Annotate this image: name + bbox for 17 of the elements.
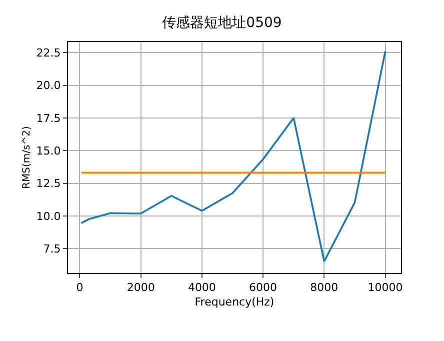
x-tick-label: 0 [76, 281, 84, 294]
line-series [80, 50, 386, 262]
y-tick-label: 7.5 [43, 242, 61, 256]
x-tick-label: 6000 [249, 281, 278, 294]
y-tick-label: 15.0 [36, 144, 61, 158]
y-tick-label: 22.5 [36, 46, 61, 60]
y-tick-label: 10.0 [36, 210, 61, 223]
x-tick-label: 10000 [368, 281, 403, 294]
x-tick-label: 4000 [188, 281, 216, 294]
x-tick-label: 8000 [310, 281, 338, 294]
x-tick-label: 2000 [126, 281, 155, 294]
y-tick-label: 17.5 [36, 112, 61, 125]
x-axis-title: Frequency(Hz) [194, 295, 274, 308]
y-axis-title: RMS(m/s^2) [21, 126, 32, 189]
y-tick-label: 12.5 [36, 177, 61, 190]
chart-title: 传感器短地址0509 [162, 14, 282, 31]
y-tick-label: 20.0 [36, 79, 61, 92]
